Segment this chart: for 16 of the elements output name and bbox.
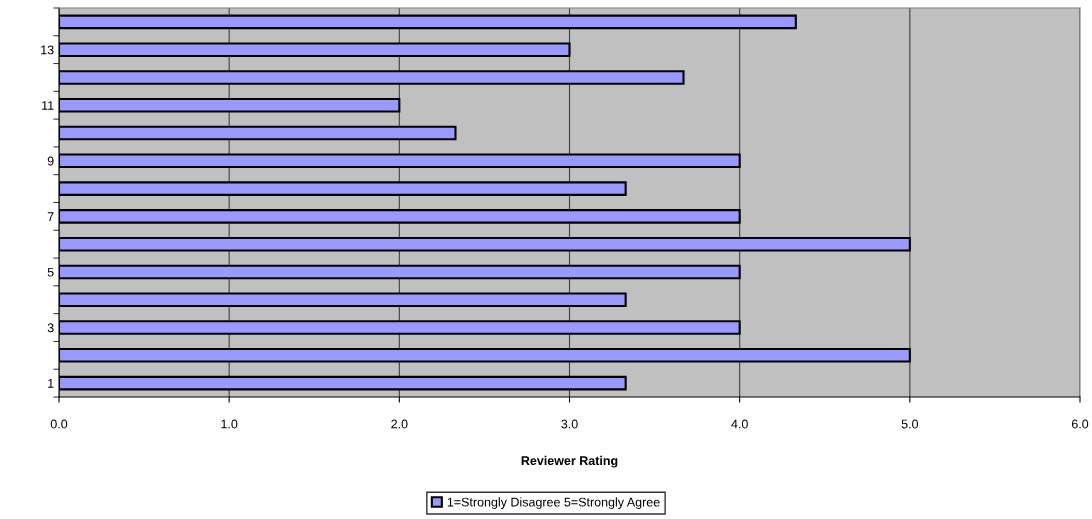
x-tick-label: 2.0 xyxy=(391,419,408,429)
x-tick-label: 4.0 xyxy=(731,419,748,429)
y-tick-label: 13 xyxy=(41,45,54,55)
x-tick-label: 3.0 xyxy=(561,419,578,429)
x-tick-label: 0.0 xyxy=(50,419,68,429)
y-tick-label: 7 xyxy=(47,212,54,221)
y-tick-label: 1 xyxy=(48,379,54,388)
y-tick-label: 9 xyxy=(47,156,54,166)
y-tick-label: 3 xyxy=(47,323,54,333)
x-axis-title: Reviewer Rating xyxy=(521,455,618,468)
x-tick-label: 1.0 xyxy=(221,419,238,429)
legend-label: 1=Strongly Disagree 5=Strongly Agree xyxy=(447,497,660,509)
x-tick-label: 5.0 xyxy=(901,419,919,429)
y-tick-label: 11 xyxy=(42,101,54,110)
y-tick-label: 5 xyxy=(47,267,54,277)
x-tick-label: 6.0 xyxy=(1071,419,1089,429)
